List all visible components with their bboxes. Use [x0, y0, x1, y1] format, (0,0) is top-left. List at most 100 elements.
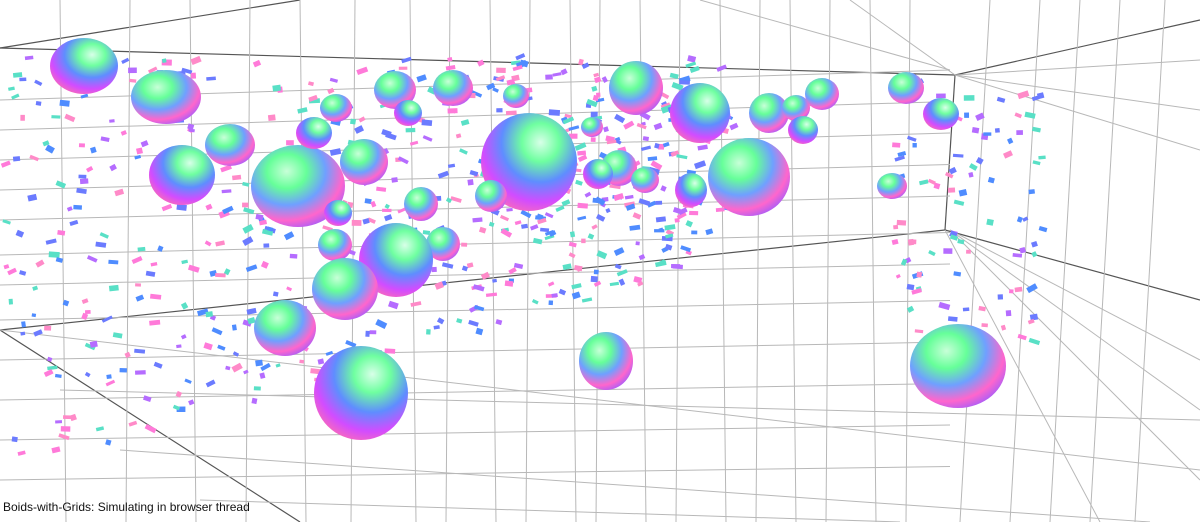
boid: [220, 164, 232, 173]
boid: [629, 224, 641, 231]
boid: [669, 72, 679, 80]
boid: [445, 64, 456, 71]
boid: [506, 78, 516, 86]
boid: [3, 264, 10, 270]
boid: [433, 325, 440, 330]
boid: [157, 245, 164, 252]
boid: [893, 224, 899, 230]
boid: [51, 446, 61, 454]
grid-line-vertical: [1134, 0, 1166, 522]
obstacle-sphere: [782, 95, 810, 121]
boid: [671, 264, 681, 269]
boid: [397, 156, 409, 165]
boid: [466, 262, 474, 269]
boid: [143, 395, 152, 402]
boid: [568, 125, 580, 131]
boid: [468, 319, 479, 327]
boid: [144, 424, 157, 434]
boid: [351, 219, 362, 226]
boid: [715, 207, 725, 212]
boid: [492, 278, 497, 283]
boid: [571, 283, 582, 290]
boid: [655, 216, 667, 223]
boid: [499, 214, 510, 222]
boid: [45, 144, 55, 154]
grid-line-floor: [949, 229, 1200, 361]
boid: [261, 228, 274, 236]
boid: [42, 140, 50, 147]
boid: [188, 399, 195, 406]
boid: [181, 259, 189, 265]
boid: [596, 250, 608, 260]
boid: [564, 113, 572, 119]
boid: [275, 363, 281, 368]
obstacle-sphere: [503, 84, 529, 108]
boid: [356, 66, 369, 76]
boid: [78, 174, 87, 179]
boid: [581, 62, 590, 70]
boid: [892, 142, 901, 148]
boid: [1014, 112, 1023, 119]
boid: [560, 68, 568, 76]
boid: [112, 332, 123, 339]
boid: [562, 263, 572, 271]
boid: [1031, 251, 1038, 258]
boid: [638, 198, 651, 206]
boid: [135, 283, 141, 287]
boid: [19, 77, 27, 82]
boid: [472, 217, 483, 223]
boid: [578, 58, 584, 66]
boid: [286, 286, 293, 292]
boid: [933, 182, 941, 190]
boid: [577, 202, 588, 209]
obstacle-sphere: [788, 116, 818, 144]
boid: [258, 219, 268, 226]
boid: [473, 305, 485, 312]
boid: [488, 221, 495, 228]
boid: [1007, 137, 1014, 145]
boid: [95, 426, 105, 432]
boid: [662, 141, 670, 148]
obstacle-sphere: [923, 98, 959, 130]
boid: [685, 61, 697, 68]
grid-line-floor: [0, 329, 1200, 471]
boid: [531, 298, 539, 305]
boid: [150, 262, 158, 267]
boid: [1017, 90, 1030, 100]
boid: [658, 143, 665, 150]
boid: [409, 140, 419, 146]
boid: [362, 218, 370, 225]
obstacle-sphere: [579, 332, 633, 390]
boid: [217, 344, 226, 351]
boid: [1016, 216, 1023, 223]
obstacle-sphere: [324, 200, 352, 226]
grid-line-vertical: [525, 0, 531, 522]
boid: [907, 135, 917, 142]
boid: [679, 80, 690, 85]
boid: [660, 92, 670, 100]
boid: [63, 415, 74, 420]
boid: [555, 205, 565, 213]
boid: [1022, 216, 1029, 222]
boid: [12, 72, 23, 78]
boid: [253, 386, 261, 391]
boid: [345, 340, 357, 348]
boid: [51, 115, 61, 119]
boid: [100, 136, 110, 143]
boid: [919, 179, 929, 186]
grid-line-horizontal: [0, 232, 951, 256]
boid: [593, 269, 599, 275]
boid: [119, 367, 127, 373]
boid: [135, 294, 145, 302]
boid: [101, 315, 113, 323]
boid: [232, 351, 240, 357]
boid: [461, 265, 469, 272]
boid: [308, 94, 318, 102]
bounds-edge: [944, 229, 1200, 301]
boid: [601, 76, 608, 83]
boid: [947, 187, 956, 193]
boid: [215, 240, 226, 247]
boid: [136, 147, 143, 155]
